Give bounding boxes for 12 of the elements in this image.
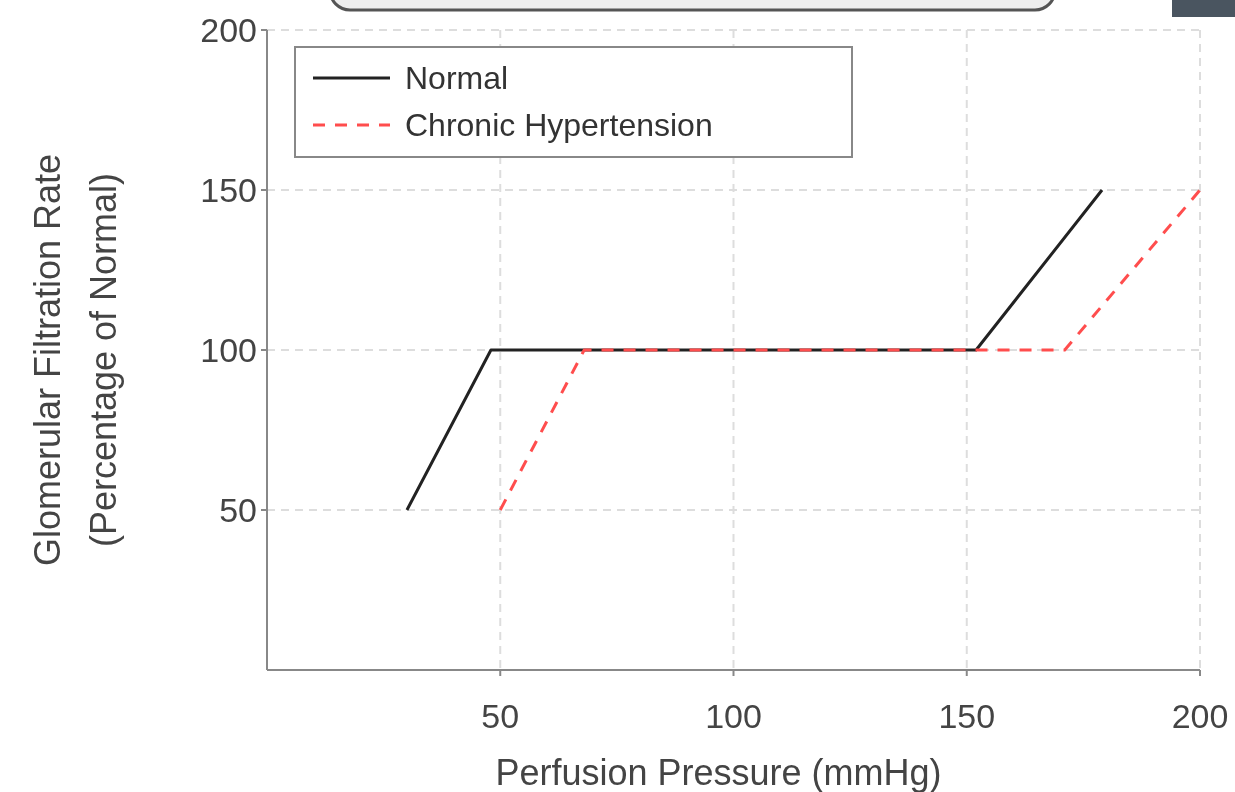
x-tick-label: 200 xyxy=(1171,697,1229,735)
x-tick-label: 150 xyxy=(938,697,996,735)
legend-label: Normal xyxy=(405,60,509,97)
x-tick-label: 50 xyxy=(481,697,520,735)
legend-label: Chronic Hypertension xyxy=(405,107,713,144)
y-tick-label: 150 xyxy=(200,170,257,209)
x-axis-title: Perfusion Pressure (mmHg) xyxy=(495,752,942,792)
x-tick-label: 100 xyxy=(705,697,762,735)
y-tick-label: 200 xyxy=(200,10,257,49)
y-tick-label: 50 xyxy=(219,490,257,529)
y-axis-title: Glomerular Filtration Rate (Percentage of Normal) xyxy=(27,153,124,567)
y-tick-label: 100 xyxy=(200,330,257,369)
